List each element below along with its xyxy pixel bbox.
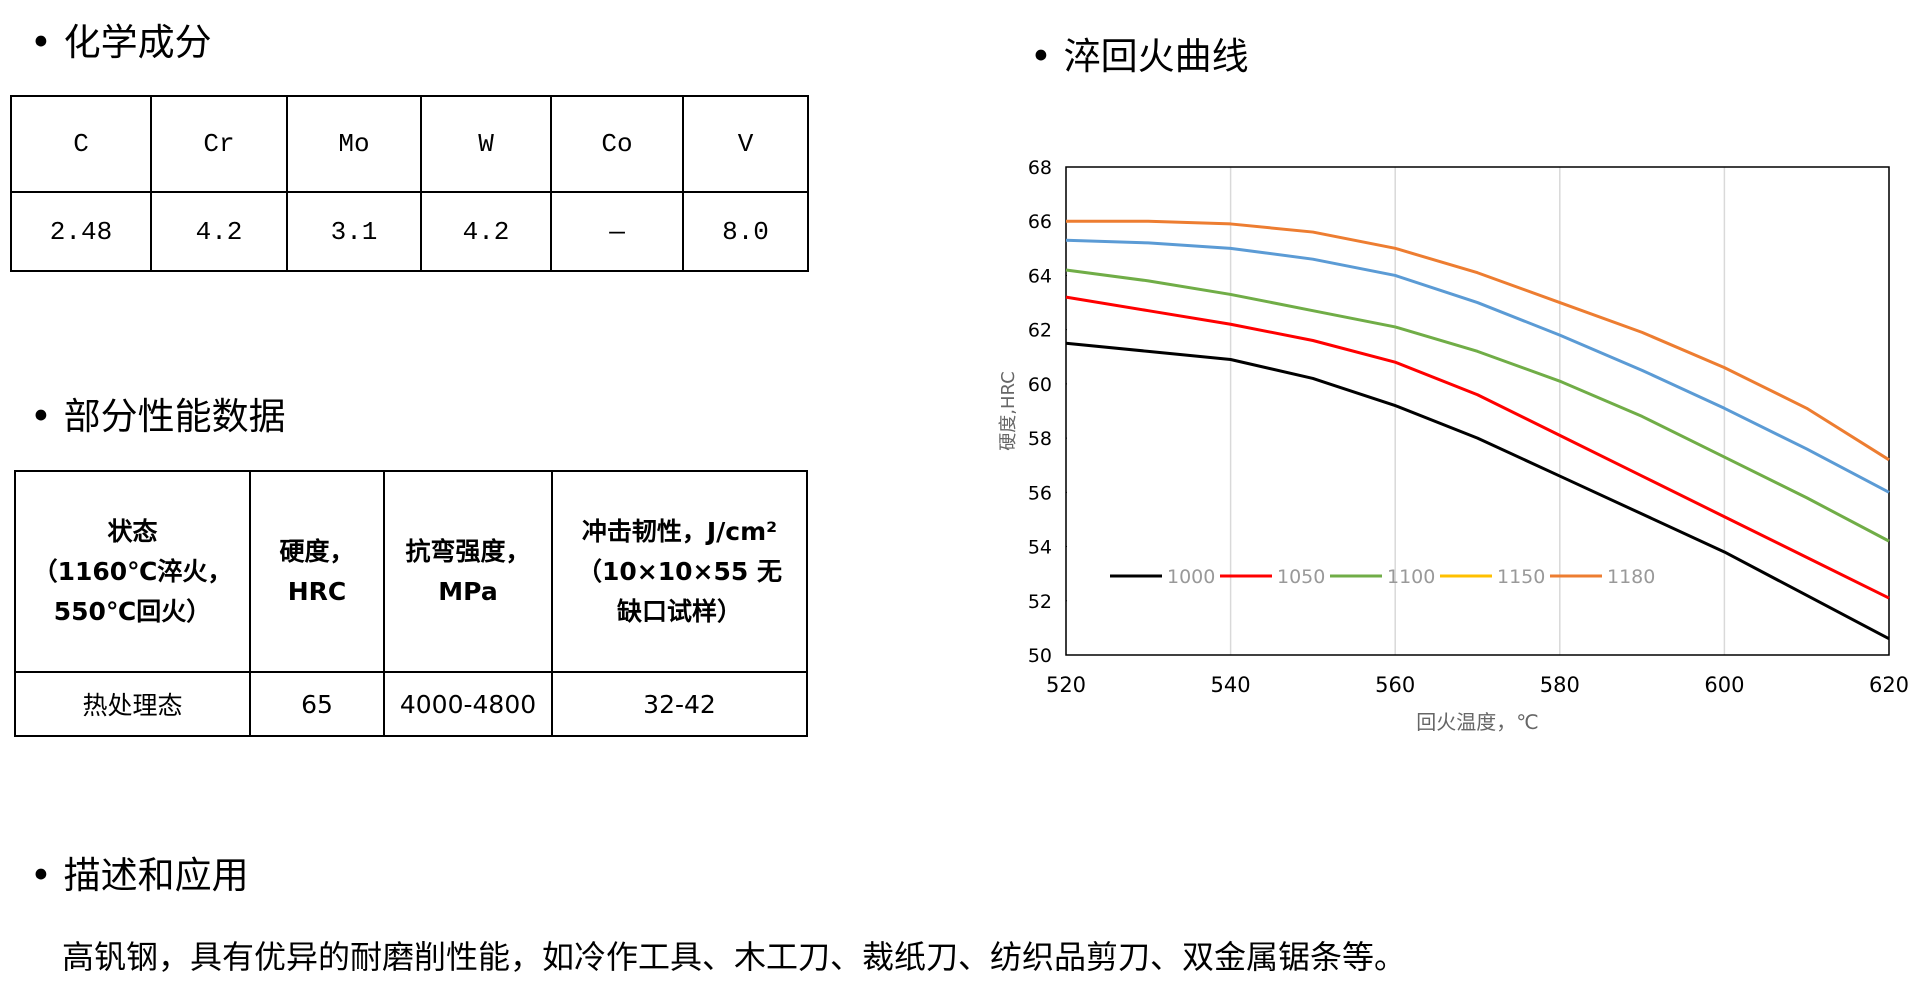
properties-table: 状态 （1160℃淬火， 550℃回火） 硬度， HRC 抗弯强度， MPa 冲击韧性，J/c… [14,470,808,737]
series-line [1065,238,1890,494]
series-line [1066,219,1890,462]
y-tick-label: 58 [1028,428,1052,450]
plot-frame [1065,166,1890,656]
x-tick-label: 580 [1540,673,1580,697]
cell: 4000-4800 [383,671,553,737]
header-cell: Co [550,95,684,193]
y-tick-label: 64 [1028,265,1052,287]
legend-label: 1150 [1497,566,1545,588]
header-cell: 抗弯强度， MPa [383,470,553,673]
header-line: （10×10×55 无 [577,556,782,586]
legend-label: 1050 [1277,566,1325,588]
header-line: 冲击韧性，J/cm² [581,516,778,546]
cell: 32-42 [551,671,808,737]
y-tick-label: 66 [1028,211,1052,233]
y-tick-label: 60 [1028,374,1052,396]
cell: 热处理态 [14,671,251,737]
series-line [1065,295,1890,600]
header-cell: W [420,95,552,193]
header-line: 状态 [107,516,158,546]
cell: — [550,191,684,272]
header-cell: 冲击韧性，J/cm² （10×10×55 无缺口试样） [551,470,808,673]
header-cell: C [10,95,152,193]
series-line [1065,268,1890,543]
legend-label: 1180 [1607,566,1655,588]
header-row: C Cr Mo W Co V [10,95,809,193]
y-axis-label: 硬度,HRC [998,371,1019,450]
y-tick-label: 56 [1028,482,1052,504]
heading: 描述和应用 [30,845,249,899]
header-line: 硬度， [279,536,355,566]
data-row: 热处理态 65 4000-4800 32-42 [14,671,808,737]
header-line: （1160℃淬火， [32,556,233,586]
y-tick-label: 54 [1028,537,1052,559]
cell: 4.2 [420,191,552,272]
header-line: 抗弯强度， [405,536,531,566]
x-tick-label: 520 [1046,673,1086,697]
heading: 部分性能数据 [30,386,286,440]
header-cell: Mo [286,95,422,193]
chart-title: 淬回火曲线 [1030,26,1249,80]
legend-label: 1000 [1167,566,1215,588]
cell: 3.1 [286,191,422,272]
cell: 2.48 [10,191,152,272]
header-line: 550℃回火） [53,596,212,626]
x-tick-label: 560 [1375,673,1415,697]
header-cell: Cr [150,95,288,193]
x-tick-label: 620 [1869,673,1909,697]
x-tick-label: 600 [1704,673,1744,697]
header-cell: 状态 （1160℃淬火， 550℃回火） [14,470,251,673]
series-line [1065,341,1890,641]
data-row: 2.48 4.2 3.1 4.2—8.0 [10,191,809,272]
y-tick-label: 52 [1028,591,1052,613]
description: 高钒钢，具有优异的耐磨削性能，如冷作工具、木工刀、裁纸刀、纺织品剪刀、双金属锯条… [62,938,1407,976]
legend-label: 1100 [1387,566,1435,588]
header-line: MPa [438,576,498,606]
header-row: 状态 （1160℃淬火， 550℃回火） 硬度， HRC 抗弯强度， MPa 冲击韧性，J/c… [14,470,808,673]
y-tick-label: 50 [1028,645,1052,667]
cell: 65 [249,671,385,737]
composition-table: C Cr Mo W Co V 2.48 4.2 3.1 4.2—8.0 [10,95,809,272]
y-tick-label: 68 [1028,157,1052,179]
x-axis-label: 回火温度，℃ [1416,710,1538,734]
header-cell: 硬度， HRC [249,470,385,673]
cell: 4.2 [150,191,288,272]
header-line: HRC [287,576,347,606]
header-line: 缺口试样） [616,596,742,626]
cell: 8.0 [682,191,809,272]
heading: 化学成分 [30,12,212,66]
y-tick-label: 62 [1028,320,1052,342]
header-cell: V [682,95,809,193]
x-tick-label: 540 [1211,673,1251,697]
